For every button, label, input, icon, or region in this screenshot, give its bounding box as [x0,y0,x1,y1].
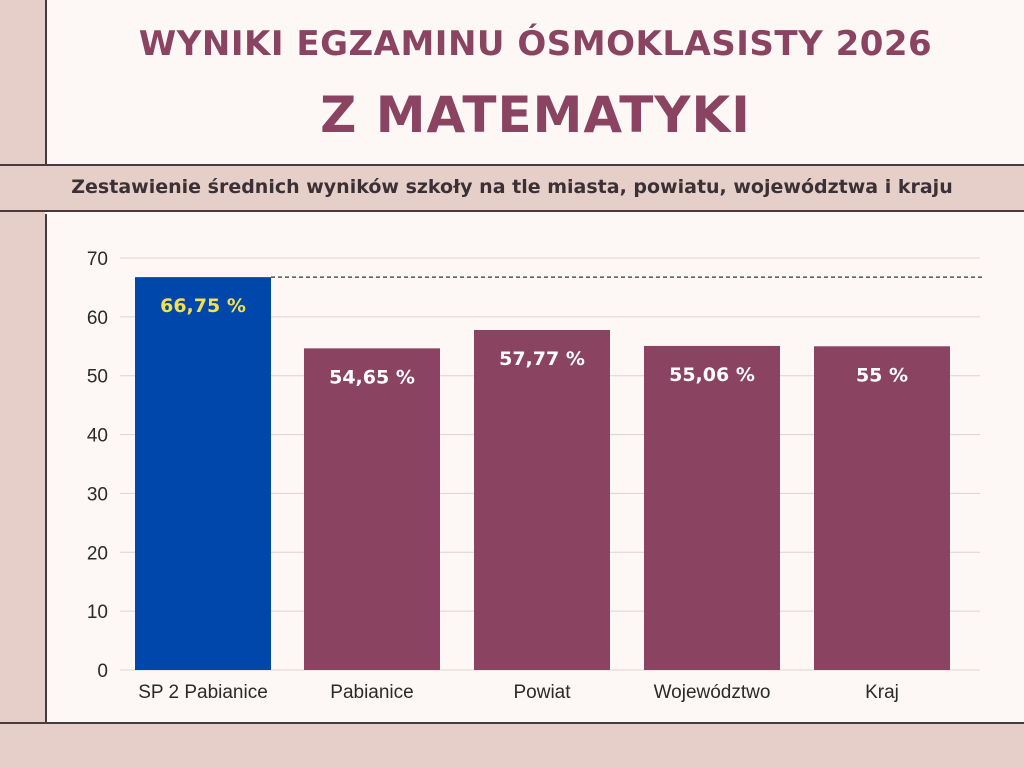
page-title-line2: Z MATEMATYKI [320,86,751,144]
y-tick-label: 50 [87,367,108,388]
x-category-label: Kraj [865,682,899,703]
chart-subtitle: Zestawienie średnich wyników szkoły na t… [71,176,953,198]
bar [814,346,950,670]
x-category-label: Pabianice [330,682,413,703]
data-label: 54,65 % [329,366,415,388]
footer-band [0,722,1024,768]
left-divider-middle [45,214,47,724]
left-decor-strip [0,0,45,768]
y-tick-label: 20 [87,543,108,564]
left-divider-top [45,0,47,164]
x-category-label: Województwo [654,682,771,703]
subtitle-band [0,164,1024,212]
bar [474,329,610,670]
data-label: 55,06 % [669,364,755,386]
y-tick-label: 30 [87,484,108,505]
data-labels: 66,75 % 54,65 % 57,77 % 55,06 % 55 % [160,295,908,388]
y-tick-label: 60 [87,308,108,329]
x-category-label: Powiat [513,682,571,703]
x-category-label: SP 2 Pabianice [138,682,268,703]
x-axis-categories: SP 2 Pabianice Pabianice Powiat Województwo… [138,682,899,703]
y-tick-label: 0 [97,661,108,682]
header [47,0,1024,164]
y-tick-label: 70 [87,249,108,270]
data-label: 57,77 % [499,348,585,370]
bar [304,348,440,670]
y-axis-ticks: 0 10 20 30 40 50 60 70 [87,249,108,682]
data-label: 66,75 % [160,295,246,317]
y-tick-label: 10 [87,602,108,623]
bar [135,277,271,670]
y-tick-label: 40 [87,426,108,447]
data-label: 55 % [856,364,908,386]
bar [644,345,780,670]
bars [135,277,950,670]
page-title-line1: WYNIKI EGZAMINU ÓSMOKLASISTY 2026 [138,24,933,64]
